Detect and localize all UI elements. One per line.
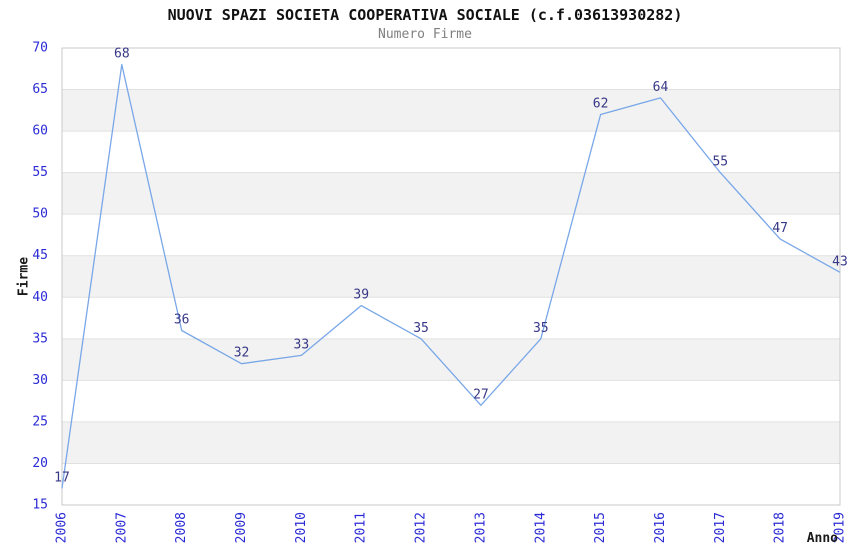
point-label: 43 xyxy=(832,254,848,269)
x-tick-label: 2015 xyxy=(593,512,608,543)
point-label: 55 xyxy=(712,155,728,170)
grid-band xyxy=(62,255,840,298)
y-tick-label: 35 xyxy=(32,331,48,346)
plot-border xyxy=(61,47,841,506)
y-axis-title: Firme xyxy=(17,257,32,296)
chart-title: NUOVI SPAZI SOCIETA COOPERATIVA SOCIALE … xyxy=(167,6,683,24)
x-tick-label: 2019 xyxy=(833,512,848,543)
point-label: 47 xyxy=(772,221,788,236)
x-tick-label: 2014 xyxy=(533,512,548,543)
x-tick-label: 2013 xyxy=(473,512,488,543)
y-tick-label: 50 xyxy=(32,207,48,222)
point-label: 62 xyxy=(593,96,609,111)
point-label: 64 xyxy=(653,80,669,95)
x-tick-label: 2016 xyxy=(653,512,668,543)
point-label: 39 xyxy=(353,288,369,303)
y-tick-label: 30 xyxy=(32,373,48,388)
y-tick-label: 25 xyxy=(32,414,48,429)
x-tick-label: 2008 xyxy=(174,512,189,543)
x-tick-label: 2010 xyxy=(294,512,309,543)
x-tick-label: 2011 xyxy=(354,512,369,543)
y-tick-label: 65 xyxy=(32,82,48,97)
chart-subtitle: Numero Firme xyxy=(378,27,472,42)
y-tick-label: 40 xyxy=(32,290,48,305)
x-tick-label: 2006 xyxy=(55,512,70,543)
y-tick-label: 55 xyxy=(32,165,48,180)
point-label: 35 xyxy=(533,321,549,336)
series-line xyxy=(61,63,841,489)
point-label: 32 xyxy=(234,346,250,361)
point-label: 35 xyxy=(413,321,429,336)
x-tick-label: 2007 xyxy=(114,512,129,543)
x-tick-label: 2017 xyxy=(713,512,728,543)
grid-band xyxy=(62,338,840,381)
x-axis-title: Anno xyxy=(807,531,838,546)
point-label: 27 xyxy=(473,387,489,402)
point-label: 36 xyxy=(174,313,190,328)
grid-band xyxy=(62,421,840,464)
x-tick-label: 2009 xyxy=(234,512,249,543)
y-tick-label: 70 xyxy=(32,41,48,56)
y-tick-label: 45 xyxy=(32,248,48,263)
point-label: 17 xyxy=(54,470,70,485)
grid-band xyxy=(62,89,840,132)
y-tick-label: 60 xyxy=(32,124,48,139)
x-tick-label: 2012 xyxy=(414,512,429,543)
x-tick-label: 2018 xyxy=(773,512,788,543)
y-tick-label: 20 xyxy=(32,456,48,471)
point-label: 68 xyxy=(114,47,130,62)
grid-band xyxy=(62,172,840,215)
y-tick-label: 15 xyxy=(32,498,48,513)
point-label: 33 xyxy=(294,337,310,352)
